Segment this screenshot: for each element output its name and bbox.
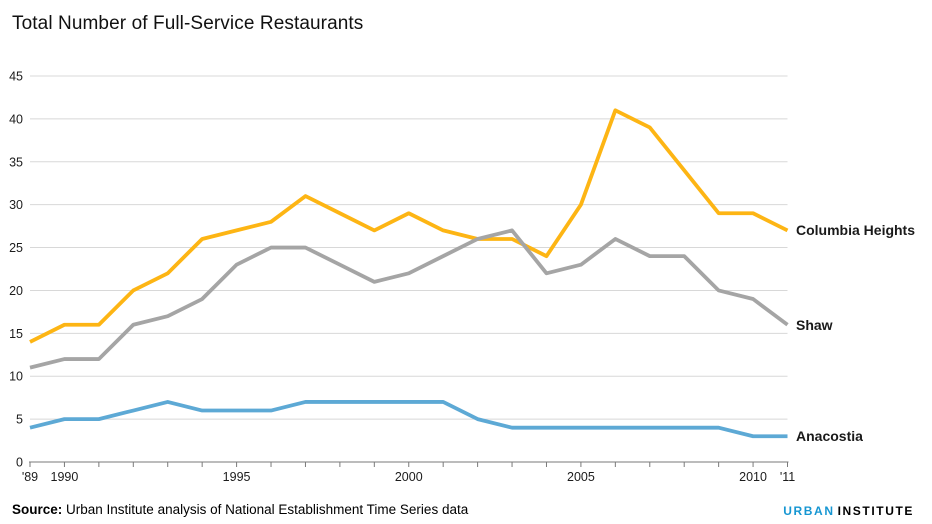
x-tick-label: 2010 (739, 470, 767, 484)
y-tick-label: 45 (9, 70, 23, 84)
series-line-columbia-heights (29, 108, 789, 344)
logo-word-institute: INSTITUTE (837, 504, 914, 518)
y-tick-label: 0 (16, 456, 23, 470)
logo-word-urban: URBAN (783, 504, 835, 518)
y-tick-label: 25 (9, 241, 23, 255)
series-label-anacostia: Anacostia (796, 428, 863, 445)
x-tick-label: 2000 (395, 470, 423, 484)
y-tick-label: 35 (9, 155, 23, 169)
source-label: Source: (12, 502, 63, 517)
urban-institute-logo: URBAN INSTITUTE (783, 504, 914, 518)
y-tick-label: 30 (9, 198, 23, 212)
y-tick-label: 40 (9, 112, 23, 126)
x-tick-label: '89 (22, 470, 38, 484)
y-tick-label: 15 (9, 327, 23, 341)
series-line-shaw (29, 228, 789, 370)
source-note: Source: Urban Institute analysis of Nati… (12, 502, 468, 517)
series-line-anacostia (29, 400, 788, 439)
x-tick-label: 1990 (51, 470, 79, 484)
y-tick-label: 20 (9, 284, 23, 298)
series-label-shaw: Shaw (796, 316, 833, 333)
x-tick-label: 2005 (567, 470, 595, 484)
y-tick-label: 5 (16, 413, 23, 427)
x-tick-label: 1995 (223, 470, 251, 484)
series-label-columbia-heights: Columbia Heights (796, 222, 916, 239)
chart-title: Total Number of Full-Service Restaurants (12, 13, 364, 34)
x-tick-label: '11 (780, 470, 795, 484)
source-text: Urban Institute analysis of National Est… (62, 502, 469, 517)
y-tick-label: 10 (9, 370, 23, 384)
